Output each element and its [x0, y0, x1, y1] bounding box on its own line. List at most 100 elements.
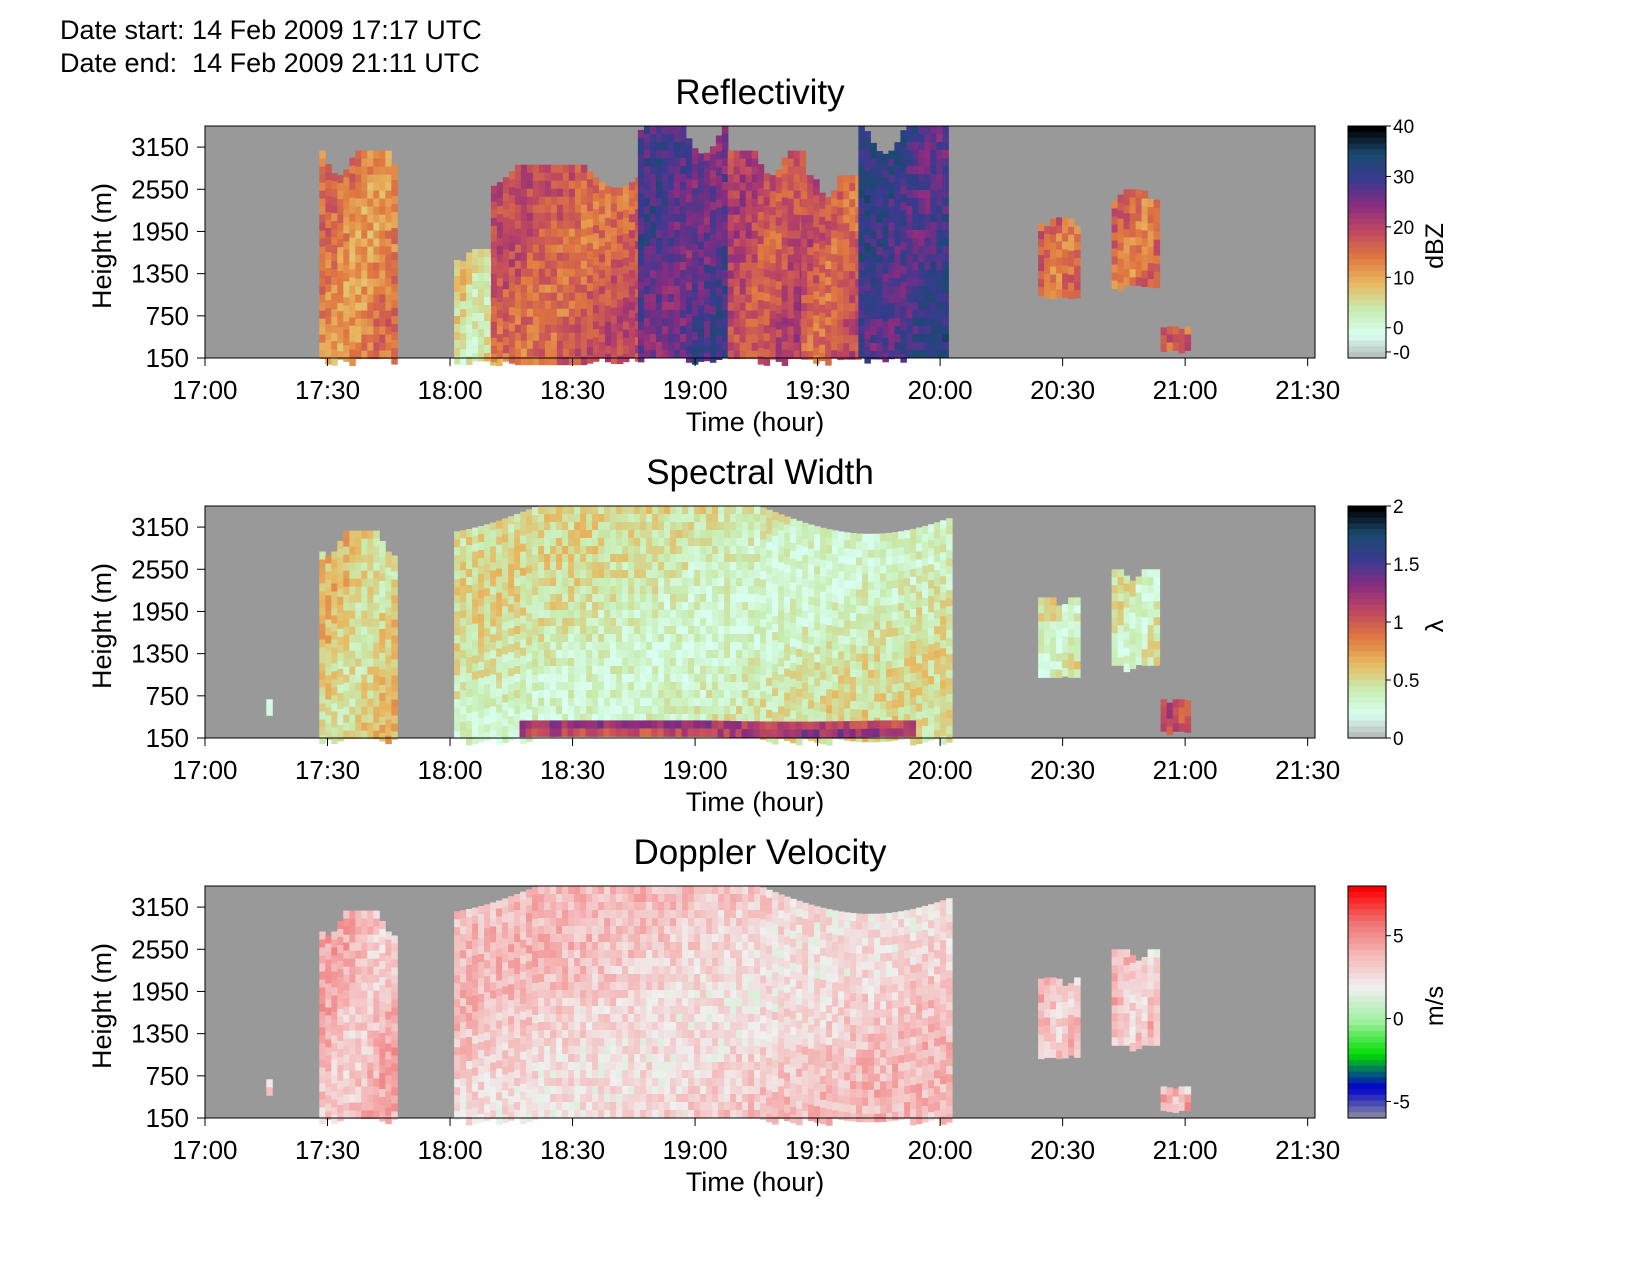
colorbar-tick-label: 40	[1393, 117, 1414, 138]
radar-echo	[319, 530, 398, 745]
y-tick-label: 750	[146, 1061, 189, 1091]
radar-echo	[1038, 217, 1081, 300]
colorbar-label: dBZ	[1421, 223, 1449, 269]
date-end-text: Date end: 14 Feb 2009 21:11 UTC	[60, 48, 480, 78]
x-tick-label: 20:00	[908, 375, 973, 405]
y-tick-label: 1950	[131, 216, 189, 246]
y-tick-label: 1950	[131, 596, 189, 626]
date-header: Date start: 14 Feb 2009 17:17 UTC Date e…	[60, 14, 482, 80]
y-tick-label: 1350	[131, 259, 189, 289]
x-tick-label: 21:00	[1153, 755, 1218, 785]
x-tick-label: 20:30	[1030, 1135, 1095, 1165]
y-tick-label: 2550	[131, 554, 189, 584]
y-axis-label: Height (m)	[87, 563, 117, 689]
x-tick-label: 19:00	[663, 755, 728, 785]
colorbar-tick-label: -5	[1393, 1092, 1410, 1113]
x-tick-label: 19:30	[785, 755, 850, 785]
x-tick-label: 21:00	[1153, 375, 1218, 405]
panel-title: Reflectivity	[675, 73, 845, 112]
x-tick-label: 18:00	[417, 755, 482, 785]
y-tick-label: 750	[146, 301, 189, 331]
radar-echo	[858, 126, 949, 364]
x-tick-label: 18:30	[540, 1135, 605, 1165]
x-tick-label: 21:30	[1275, 375, 1340, 405]
x-tick-label: 18:00	[417, 375, 482, 405]
x-tick-label: 18:30	[540, 375, 605, 405]
x-tick-label: 18:00	[417, 1135, 482, 1165]
x-tick-label: 17:30	[295, 755, 360, 785]
y-tick-label: 3150	[131, 512, 189, 542]
x-tick-label: 19:00	[663, 1135, 728, 1165]
x-tick-label: 19:00	[663, 375, 728, 405]
date-start-text: Date start: 14 Feb 2009 17:17 UTC	[60, 15, 482, 45]
colorbar-tick-label: 10	[1393, 268, 1414, 289]
radar-echo	[637, 126, 729, 365]
panel-reflectivity: Reflectivity 17:00 17:30 18:00 18:30 19:00 19:…	[87, 73, 1449, 437]
colorbar-tick-label: 2	[1393, 497, 1404, 518]
x-tick-label: 17:00	[172, 1135, 237, 1165]
y-tick-label: 2550	[131, 934, 189, 964]
x-tick-label: 20:00	[908, 755, 973, 785]
colorbar: 0 0.5 1 1.5 2 λ	[1347, 497, 1449, 750]
x-tick-label: 17:00	[172, 375, 237, 405]
radar-echo	[801, 175, 862, 366]
x-tick-label: 17:30	[295, 375, 360, 405]
y-tick-label: 1950	[131, 976, 189, 1006]
y-tick-label: 150	[146, 1103, 189, 1133]
panel-spectral-width: Spectral Width 17:00 17:30 18:00 18:30 19:00 1…	[87, 453, 1449, 817]
x-tick-label: 19:30	[785, 375, 850, 405]
x-tick-label: 20:00	[908, 1135, 973, 1165]
y-axis-label: Height (m)	[87, 943, 117, 1069]
plot-frame	[204, 885, 1316, 1119]
colorbar-frame	[1347, 125, 1387, 359]
x-tick-label: 21:30	[1275, 1135, 1340, 1165]
panel-doppler-velocity: Doppler Velocity 17:00 17:30 18:00 18:30 19:0…	[87, 833, 1449, 1197]
y-tick-label: 3150	[131, 892, 189, 922]
radar-echo	[266, 1079, 273, 1096]
x-tick-label: 21:30	[1275, 755, 1340, 785]
radar-echo	[519, 720, 916, 739]
y-axis-label: Height (m)	[87, 183, 117, 309]
colorbar-tick-label: 30	[1393, 167, 1414, 188]
plot-frame	[204, 125, 1316, 359]
x-axis-label: Time (hour)	[686, 787, 825, 817]
radar-echo	[1160, 699, 1192, 736]
y-tick-label: 3150	[131, 132, 189, 162]
x-tick-label: 18:30	[540, 755, 605, 785]
radar-echo	[1160, 326, 1192, 354]
radar-echo	[1038, 597, 1081, 678]
radar-echo	[490, 164, 642, 366]
x-tick-label: 20:30	[1030, 375, 1095, 405]
colorbar-tick-label: 5	[1393, 927, 1404, 948]
colorbar-label: λ	[1421, 619, 1449, 632]
radar-echo	[454, 886, 953, 1126]
colorbar-label: m/s	[1421, 986, 1449, 1026]
y-tick-label: 150	[146, 723, 189, 753]
colorbar-tick-label: 0	[1393, 729, 1404, 750]
radar-echo	[1160, 1086, 1192, 1113]
colorbar-tick-label: 0	[1393, 1010, 1404, 1031]
y-tick-label: 1350	[131, 639, 189, 669]
x-axis-label: Time (hour)	[686, 1167, 825, 1197]
colorbar-tick-label: 1	[1393, 613, 1404, 634]
colorbar-tick-label: 0	[1393, 319, 1404, 340]
y-tick-label: 2550	[131, 174, 189, 204]
x-tick-label: 17:30	[295, 1135, 360, 1165]
y-tick-label: 750	[146, 681, 189, 711]
radar-echo	[727, 150, 807, 366]
colorbar-tick-label: 20	[1393, 218, 1414, 239]
x-tick-label: 21:00	[1153, 1135, 1218, 1165]
radar-echo	[319, 910, 398, 1125]
x-tick-label: 17:00	[172, 755, 237, 785]
colorbar-tick-label: 1.5	[1393, 555, 1419, 576]
x-tick-label: 19:30	[785, 1135, 850, 1165]
colorbar-frame	[1347, 885, 1387, 1119]
panel-title: Doppler Velocity	[634, 833, 887, 872]
radar-echo	[1111, 949, 1161, 1052]
x-tick-label: 20:30	[1030, 755, 1095, 785]
colorbar-tick-label: -0	[1393, 343, 1410, 364]
colorbar: -5 0 5 m/s	[1347, 885, 1449, 1119]
radar-echo	[1111, 189, 1161, 292]
plot-frame	[204, 505, 1316, 739]
